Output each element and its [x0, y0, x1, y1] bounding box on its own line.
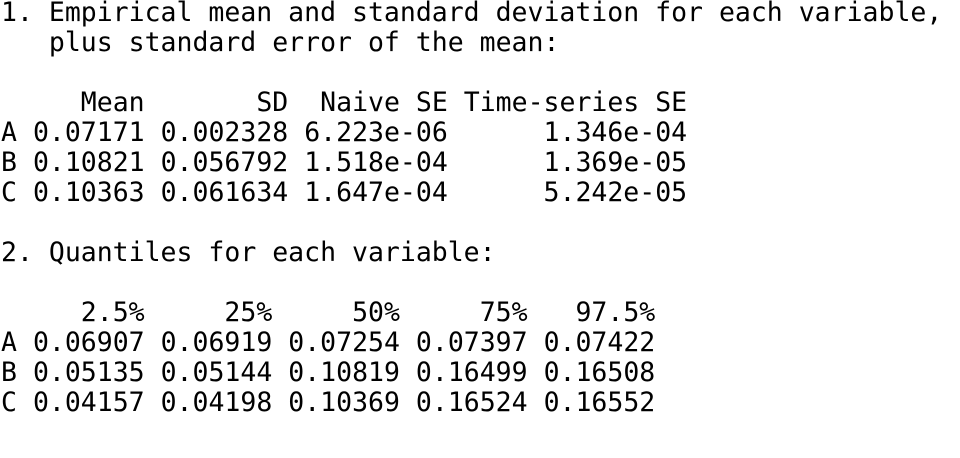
console-line: A 0.06907 0.06919 0.07254 0.07397 0.0742… — [1, 328, 960, 358]
table-cell: 1.346e-04 — [543, 117, 688, 148]
table-cell: 1.369e-05 — [543, 147, 688, 178]
console-line: B 0.10821 0.056792 1.518e-04 1.369e-05 — [1, 148, 960, 178]
table-cell: 0.16508 — [543, 357, 656, 388]
table-cell: 0.07422 — [543, 327, 656, 358]
table-cell: 5.242e-05 — [543, 177, 688, 208]
table-cell: 0.10363 — [32, 177, 145, 208]
table-cell: 0.10821 — [32, 147, 145, 178]
column-header: Naive SE — [320, 87, 448, 118]
table-cell: 0.16524 — [415, 387, 528, 418]
console-line: B 0.05135 0.05144 0.10819 0.16499 0.1650… — [1, 358, 960, 388]
table-cell: 0.06919 — [160, 327, 273, 358]
column-header: 97.5% — [575, 297, 656, 328]
column-header: SD — [256, 87, 289, 118]
console-line: 2. Quantiles for each variable: — [1, 238, 960, 268]
row-label: A — [1, 117, 17, 148]
column-header: Time-series SE — [463, 87, 688, 118]
console-line: 2.5% 25% 50% 75% 97.5% — [1, 298, 960, 328]
table-cell: 0.16552 — [543, 387, 656, 418]
row-label: C — [1, 177, 17, 208]
table-cell: 0.05144 — [160, 357, 273, 388]
console-line — [1, 208, 960, 238]
table-cell: 0.056792 — [160, 147, 289, 178]
table-cell: 1.647e-04 — [304, 177, 448, 208]
console-line — [1, 58, 960, 88]
table-cell: 6.223e-06 — [304, 117, 448, 148]
console-line — [1, 268, 960, 298]
table-cell: 0.07397 — [415, 327, 528, 358]
table-cell: 0.04157 — [32, 387, 145, 418]
column-header: 75% — [479, 297, 528, 328]
console-line: C 0.04157 0.04198 0.10369 0.16524 0.1655… — [1, 388, 960, 418]
column-header: 2.5% — [80, 297, 145, 328]
section-title: 1. Empirical mean and standard deviation… — [1, 0, 943, 28]
table-cell: 0.07171 — [32, 117, 145, 148]
console-line: A 0.07171 0.002328 6.223e-06 1.346e-04 — [1, 118, 960, 148]
table-cell: 0.061634 — [160, 177, 289, 208]
table-cell: 0.04198 — [160, 387, 273, 418]
table-cell: 0.07254 — [288, 327, 400, 358]
table-cell: 0.002328 — [160, 117, 289, 148]
table-cell: 0.05135 — [32, 357, 145, 388]
row-label: A — [1, 327, 17, 358]
section-title: 2. Quantiles for each variable: — [1, 237, 496, 268]
column-header: 50% — [352, 297, 400, 328]
console-line: C 0.10363 0.061634 1.647e-04 5.242e-05 — [1, 178, 960, 208]
table-cell: 0.16499 — [415, 357, 528, 388]
console-line: 1. Empirical mean and standard deviation… — [1, 0, 960, 28]
section-title: plus standard error of the mean: — [48, 27, 560, 58]
table-cell: 0.10369 — [288, 387, 400, 418]
row-label: B — [1, 357, 17, 388]
table-cell: 0.10819 — [288, 357, 400, 388]
row-label: C — [1, 387, 17, 418]
table-cell: 1.518e-04 — [304, 147, 448, 178]
table-cell: 0.06907 — [32, 327, 145, 358]
console-line: Mean SD Naive SE Time-series SE — [1, 88, 960, 118]
row-label: B — [1, 147, 17, 178]
console-line: plus standard error of the mean: — [1, 28, 960, 58]
column-header: Mean — [80, 87, 145, 118]
column-header: 25% — [224, 297, 273, 328]
